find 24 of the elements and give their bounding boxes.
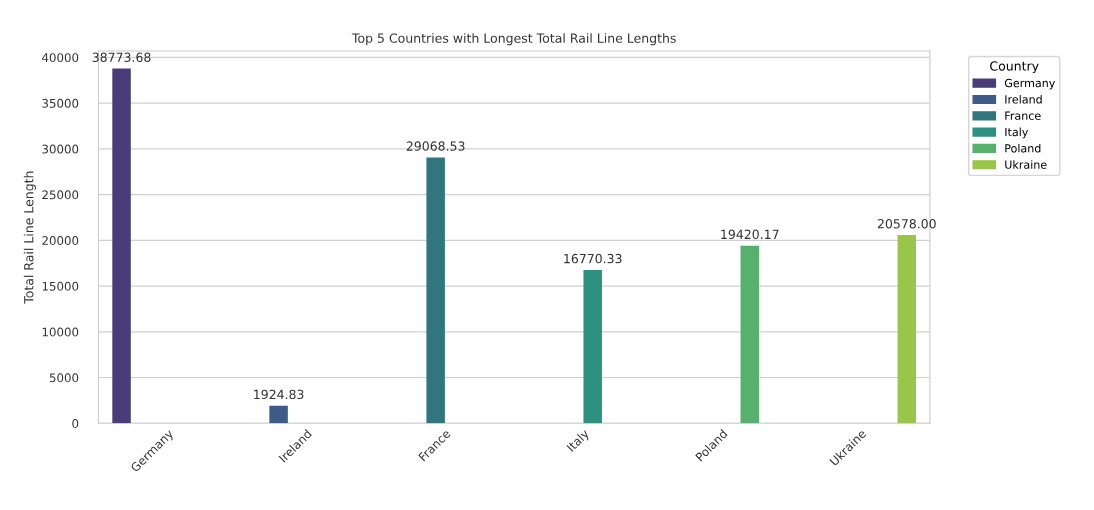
y-tick-label: 30000 (42, 144, 79, 154)
y-tick-label: 15000 (42, 281, 79, 291)
data-label: 20578.00 (877, 219, 936, 229)
y-axis-title: Total Rail Line Length (23, 171, 36, 304)
legend-label: Ireland (1005, 94, 1042, 104)
y-tick-label: 35000 (42, 98, 79, 108)
y-tick-label: 20000 (42, 236, 79, 245)
legend-label: Poland (1005, 143, 1041, 153)
legend-label: Germany (1004, 78, 1056, 90)
data-label: 38773.68 (92, 52, 151, 63)
y-tick-label: 25000 (42, 190, 79, 200)
data-label: 29068.53 (406, 141, 465, 151)
data-label: 1924.83 (254, 389, 304, 400)
y-tick-label: 10000 (42, 327, 79, 337)
y-tick-label: 40000 (42, 53, 79, 63)
legend-label: France (1005, 111, 1041, 120)
legend-title: Country (990, 61, 1039, 74)
y-tick-label: 5000 (49, 373, 79, 383)
data-label: 16770.33 (564, 253, 622, 264)
chart-title: Top 5 Countries with Longest Total Rail Line Lengths (351, 33, 676, 46)
legend-label: Ukraine (1005, 160, 1047, 169)
data-label: 19420.17 (721, 229, 779, 240)
y-tick-label: 0 (72, 419, 79, 428)
legend-label: Italy (1005, 127, 1029, 139)
